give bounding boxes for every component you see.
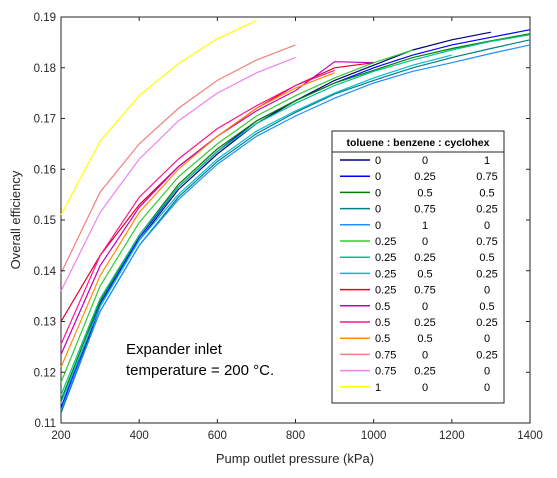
legend-fraction: 0	[484, 285, 490, 297]
legend-fraction: 0	[484, 366, 490, 378]
legend-fraction: 0.75	[476, 236, 497, 248]
y-tick-label: 0.18	[34, 63, 56, 75]
x-axis-label: Pump outlet pressure (kPa)	[216, 451, 374, 466]
legend-fraction: 0.25	[476, 204, 497, 216]
legend-fraction: 0.5	[417, 187, 432, 199]
legend-fraction: 0.5	[375, 301, 390, 313]
x-tick-label: 200	[51, 430, 70, 442]
legend-fraction: 0	[484, 333, 490, 345]
legend-fraction: 1	[422, 220, 428, 232]
x-tick-label: 1000	[361, 430, 387, 442]
y-tick-label: 0.17	[34, 114, 56, 126]
y-tick-label: 0.13	[34, 317, 56, 329]
x-tick-label: 600	[208, 430, 227, 442]
legend-fraction: 1	[484, 155, 490, 167]
legend-fraction: 0.5	[375, 317, 390, 329]
legend-fraction: 0.75	[375, 349, 396, 361]
legend-fraction: 0	[484, 382, 490, 394]
legend-title: toluene : benzene : cyclohex	[347, 137, 490, 149]
legend-fraction: 0.75	[414, 204, 435, 216]
legend-fraction: 0.25	[414, 171, 435, 183]
annotation-line-1: Expander inlet	[126, 341, 223, 358]
legend-fraction: 0.25	[414, 366, 435, 378]
legend-fraction: 0.5	[479, 252, 494, 264]
y-tick-label: 0.19	[34, 12, 56, 24]
legend-fraction: 0.25	[476, 317, 497, 329]
legend-fraction: 0	[422, 382, 428, 394]
legend-fraction: 0	[484, 220, 490, 232]
legend-fraction: 0	[375, 171, 381, 183]
y-tick-label: 0.11	[34, 418, 56, 430]
x-tick-label: 1200	[439, 430, 465, 442]
legend-fraction: 0.5	[417, 268, 432, 280]
legend-fraction: 0.25	[375, 252, 396, 264]
legend-fraction: 0	[422, 155, 428, 167]
legend-fraction: 0	[375, 220, 381, 232]
legend-fraction: 0.25	[375, 236, 396, 248]
legend-fraction: 0.25	[375, 268, 396, 280]
legend-fraction: 0.5	[375, 333, 390, 345]
legend-fraction: 0.25	[476, 268, 497, 280]
legend-fraction: 0.5	[479, 301, 494, 313]
y-tick-label: 0.14	[34, 266, 57, 278]
legend-fraction: 0.25	[476, 349, 497, 361]
annotation-line-2: temperature = 200 °C.	[126, 362, 274, 379]
y-tick-label: 0.12	[34, 367, 56, 379]
x-tick-label: 1400	[517, 430, 543, 442]
y-tick-label: 0.15	[34, 215, 56, 227]
legend-fraction: 1	[375, 382, 381, 394]
legend-fraction: 0.75	[476, 171, 497, 183]
legend-fraction: 0	[422, 301, 428, 313]
legend-fraction: 0	[375, 187, 381, 199]
legend-fraction: 0.25	[414, 317, 435, 329]
legend-fraction: 0.5	[417, 333, 432, 345]
y-tick-label: 0.16	[34, 164, 56, 176]
legend-fraction: 0.25	[414, 252, 435, 264]
legend-fraction: 0.75	[375, 366, 396, 378]
legend-fraction: 0	[375, 204, 381, 216]
legend-fraction: 0.25	[375, 285, 396, 297]
legend-fraction: 0.5	[479, 187, 494, 199]
legend-fraction: 0	[422, 236, 428, 248]
x-tick-label: 400	[130, 430, 149, 442]
legend: toluene : benzene : cyclohex 0 0 1 0 0.25 0.7…	[332, 131, 504, 403]
y-axis-label: Overall efficiency	[8, 170, 23, 269]
legend-fraction: 0.75	[414, 285, 435, 297]
legend-fraction: 0	[375, 155, 381, 167]
x-tick-label: 800	[286, 430, 305, 442]
legend-fraction: 0	[422, 349, 428, 361]
